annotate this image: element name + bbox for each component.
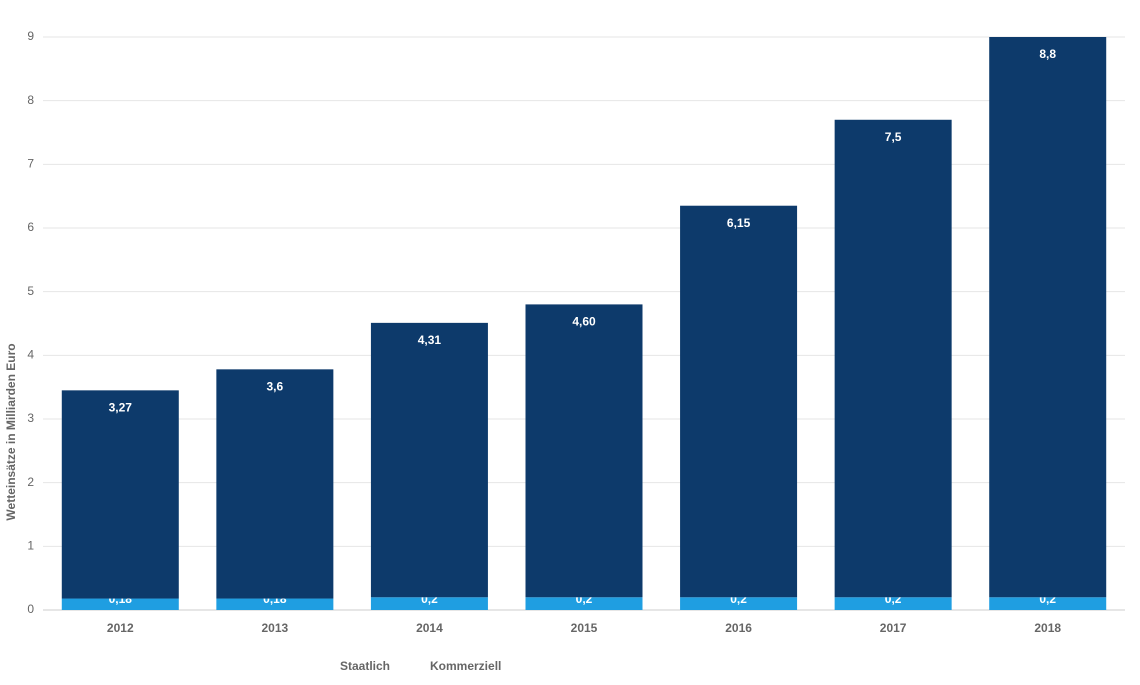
y-tick-label: 0 xyxy=(27,602,34,616)
x-tick-label: 2012 xyxy=(107,621,134,635)
x-tick-label: 2017 xyxy=(880,621,907,635)
value-label: 3,27 xyxy=(109,401,133,415)
value-label: 4,60 xyxy=(572,315,596,329)
bar-segment xyxy=(370,597,488,610)
bar-segment xyxy=(61,598,179,610)
x-tick-label: 2014 xyxy=(416,621,443,635)
bar-segment xyxy=(680,205,798,598)
legend-entry: Staatlich xyxy=(340,659,390,673)
bar-segment xyxy=(370,322,488,598)
bar-segment xyxy=(216,598,334,610)
value-label: 4,31 xyxy=(418,333,442,347)
y-axis-title: Wetteinsätze in Milliarden Euro xyxy=(4,343,18,520)
bar-segment xyxy=(834,119,952,598)
legend-entry: Kommerziell xyxy=(430,659,501,673)
bar-segment xyxy=(989,597,1107,610)
value-label: 7,5 xyxy=(885,130,902,144)
value-label: 8,8 xyxy=(1039,47,1056,61)
x-tick-label: 2013 xyxy=(262,621,289,635)
bar-segment xyxy=(525,304,643,598)
y-tick-label: 3 xyxy=(27,411,34,425)
y-tick-label: 6 xyxy=(27,220,34,234)
bar-segment xyxy=(525,597,643,610)
x-tick-label: 2015 xyxy=(571,621,598,635)
y-tick-label: 8 xyxy=(27,93,34,107)
x-tick-label: 2018 xyxy=(1034,621,1061,635)
y-tick-label: 7 xyxy=(27,157,34,171)
value-label: 6,15 xyxy=(727,216,751,230)
y-tick-label: 1 xyxy=(27,539,34,553)
bar-segment xyxy=(61,390,179,599)
y-tick-label: 9 xyxy=(27,29,34,43)
x-tick-label: 2016 xyxy=(725,621,752,635)
bar-segment xyxy=(216,369,334,599)
value-label: 3,6 xyxy=(267,380,284,394)
y-tick-label: 5 xyxy=(27,284,34,298)
y-tick-label: 2 xyxy=(27,475,34,489)
bar-segment xyxy=(834,597,952,610)
bar-segment xyxy=(680,597,798,610)
y-tick-label: 4 xyxy=(27,348,34,362)
bar-segment xyxy=(989,37,1107,598)
